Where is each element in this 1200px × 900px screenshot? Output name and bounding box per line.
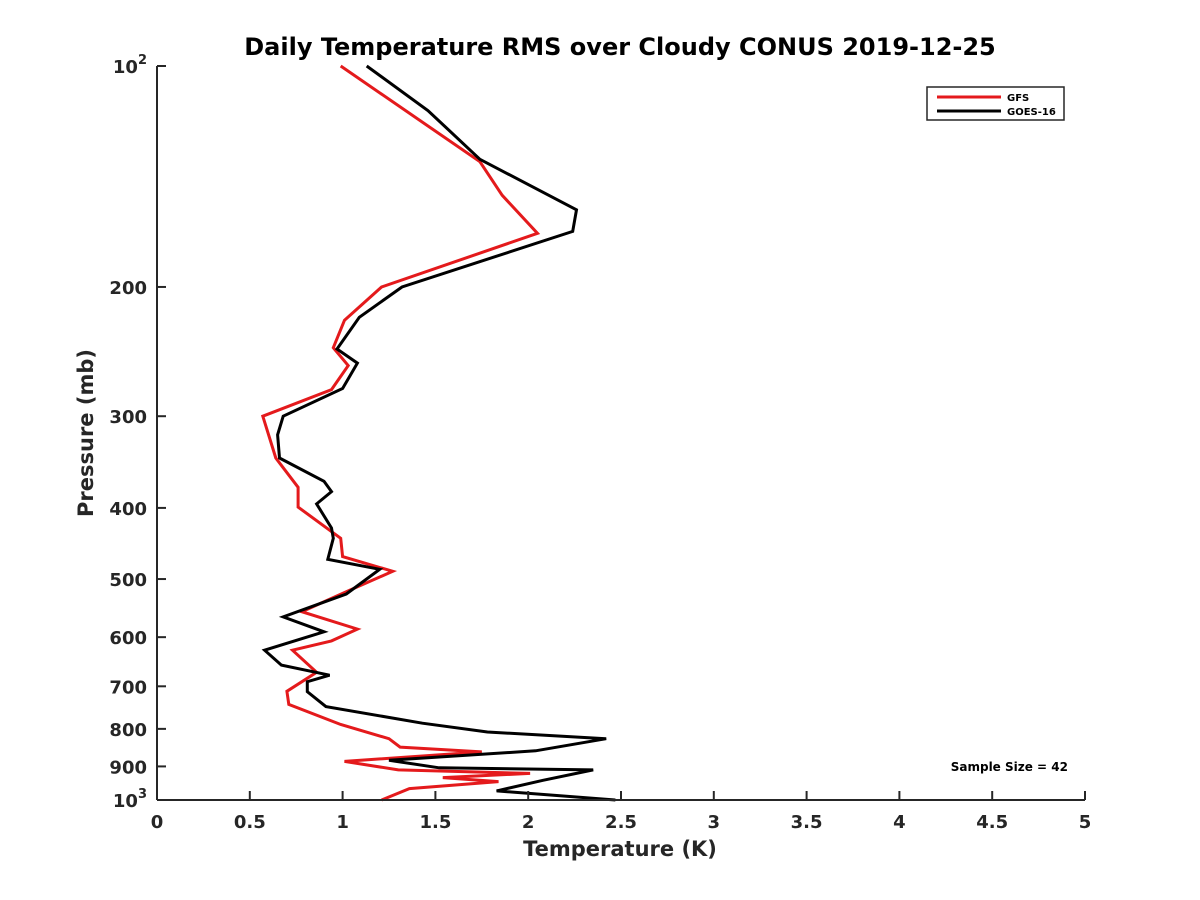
y-tick-label: 900 — [109, 757, 147, 778]
x-tick-label: 1.5 — [419, 812, 451, 833]
chart-title: Daily Temperature RMS over Cloudy CONUS … — [244, 33, 996, 61]
x-ticks: 0 0.5 1 1.5 2 2.5 3 3.5 4 4.5 5 — [151, 791, 1092, 833]
x-tick-label: 3.5 — [791, 812, 823, 833]
y-tick-label: 300 — [109, 407, 147, 428]
plot-lines — [260, 64, 616, 802]
x-tick-label: 4 — [893, 812, 906, 833]
y-tick-label: 500 — [109, 570, 147, 591]
legend-label-gfs: GFS — [1007, 93, 1029, 104]
y-tick-label: 200 — [109, 278, 147, 299]
x-axis-label: Temperature (K) — [523, 837, 717, 861]
y-tick-label: 800 — [109, 720, 147, 741]
x-tick-label: 0.5 — [234, 812, 266, 833]
x-tick-label: 2.5 — [605, 812, 637, 833]
x-tick-label: 0 — [151, 812, 164, 833]
y-axis-label: Pressure (mb) — [74, 349, 98, 517]
x-tick-label: 4.5 — [976, 812, 1008, 833]
y-tick-label: 400 — [109, 499, 147, 520]
x-tick-label: 1 — [336, 812, 349, 833]
y-tick-label: 700 — [109, 677, 147, 698]
sample-size-annotation: Sample Size = 42 — [951, 760, 1068, 774]
y-tick-label: 103 — [113, 787, 147, 812]
series-line-goes-16 — [261, 64, 616, 802]
y-tick-label: 600 — [109, 628, 147, 649]
x-tick-label: 2 — [522, 812, 535, 833]
x-tick-label: 5 — [1079, 812, 1092, 833]
legend: GFS GOES-16 — [926, 86, 1065, 121]
legend-box — [926, 86, 1065, 121]
x-tick-label: 3 — [708, 812, 721, 833]
legend-label-goes-16: GOES-16 — [1007, 107, 1056, 118]
